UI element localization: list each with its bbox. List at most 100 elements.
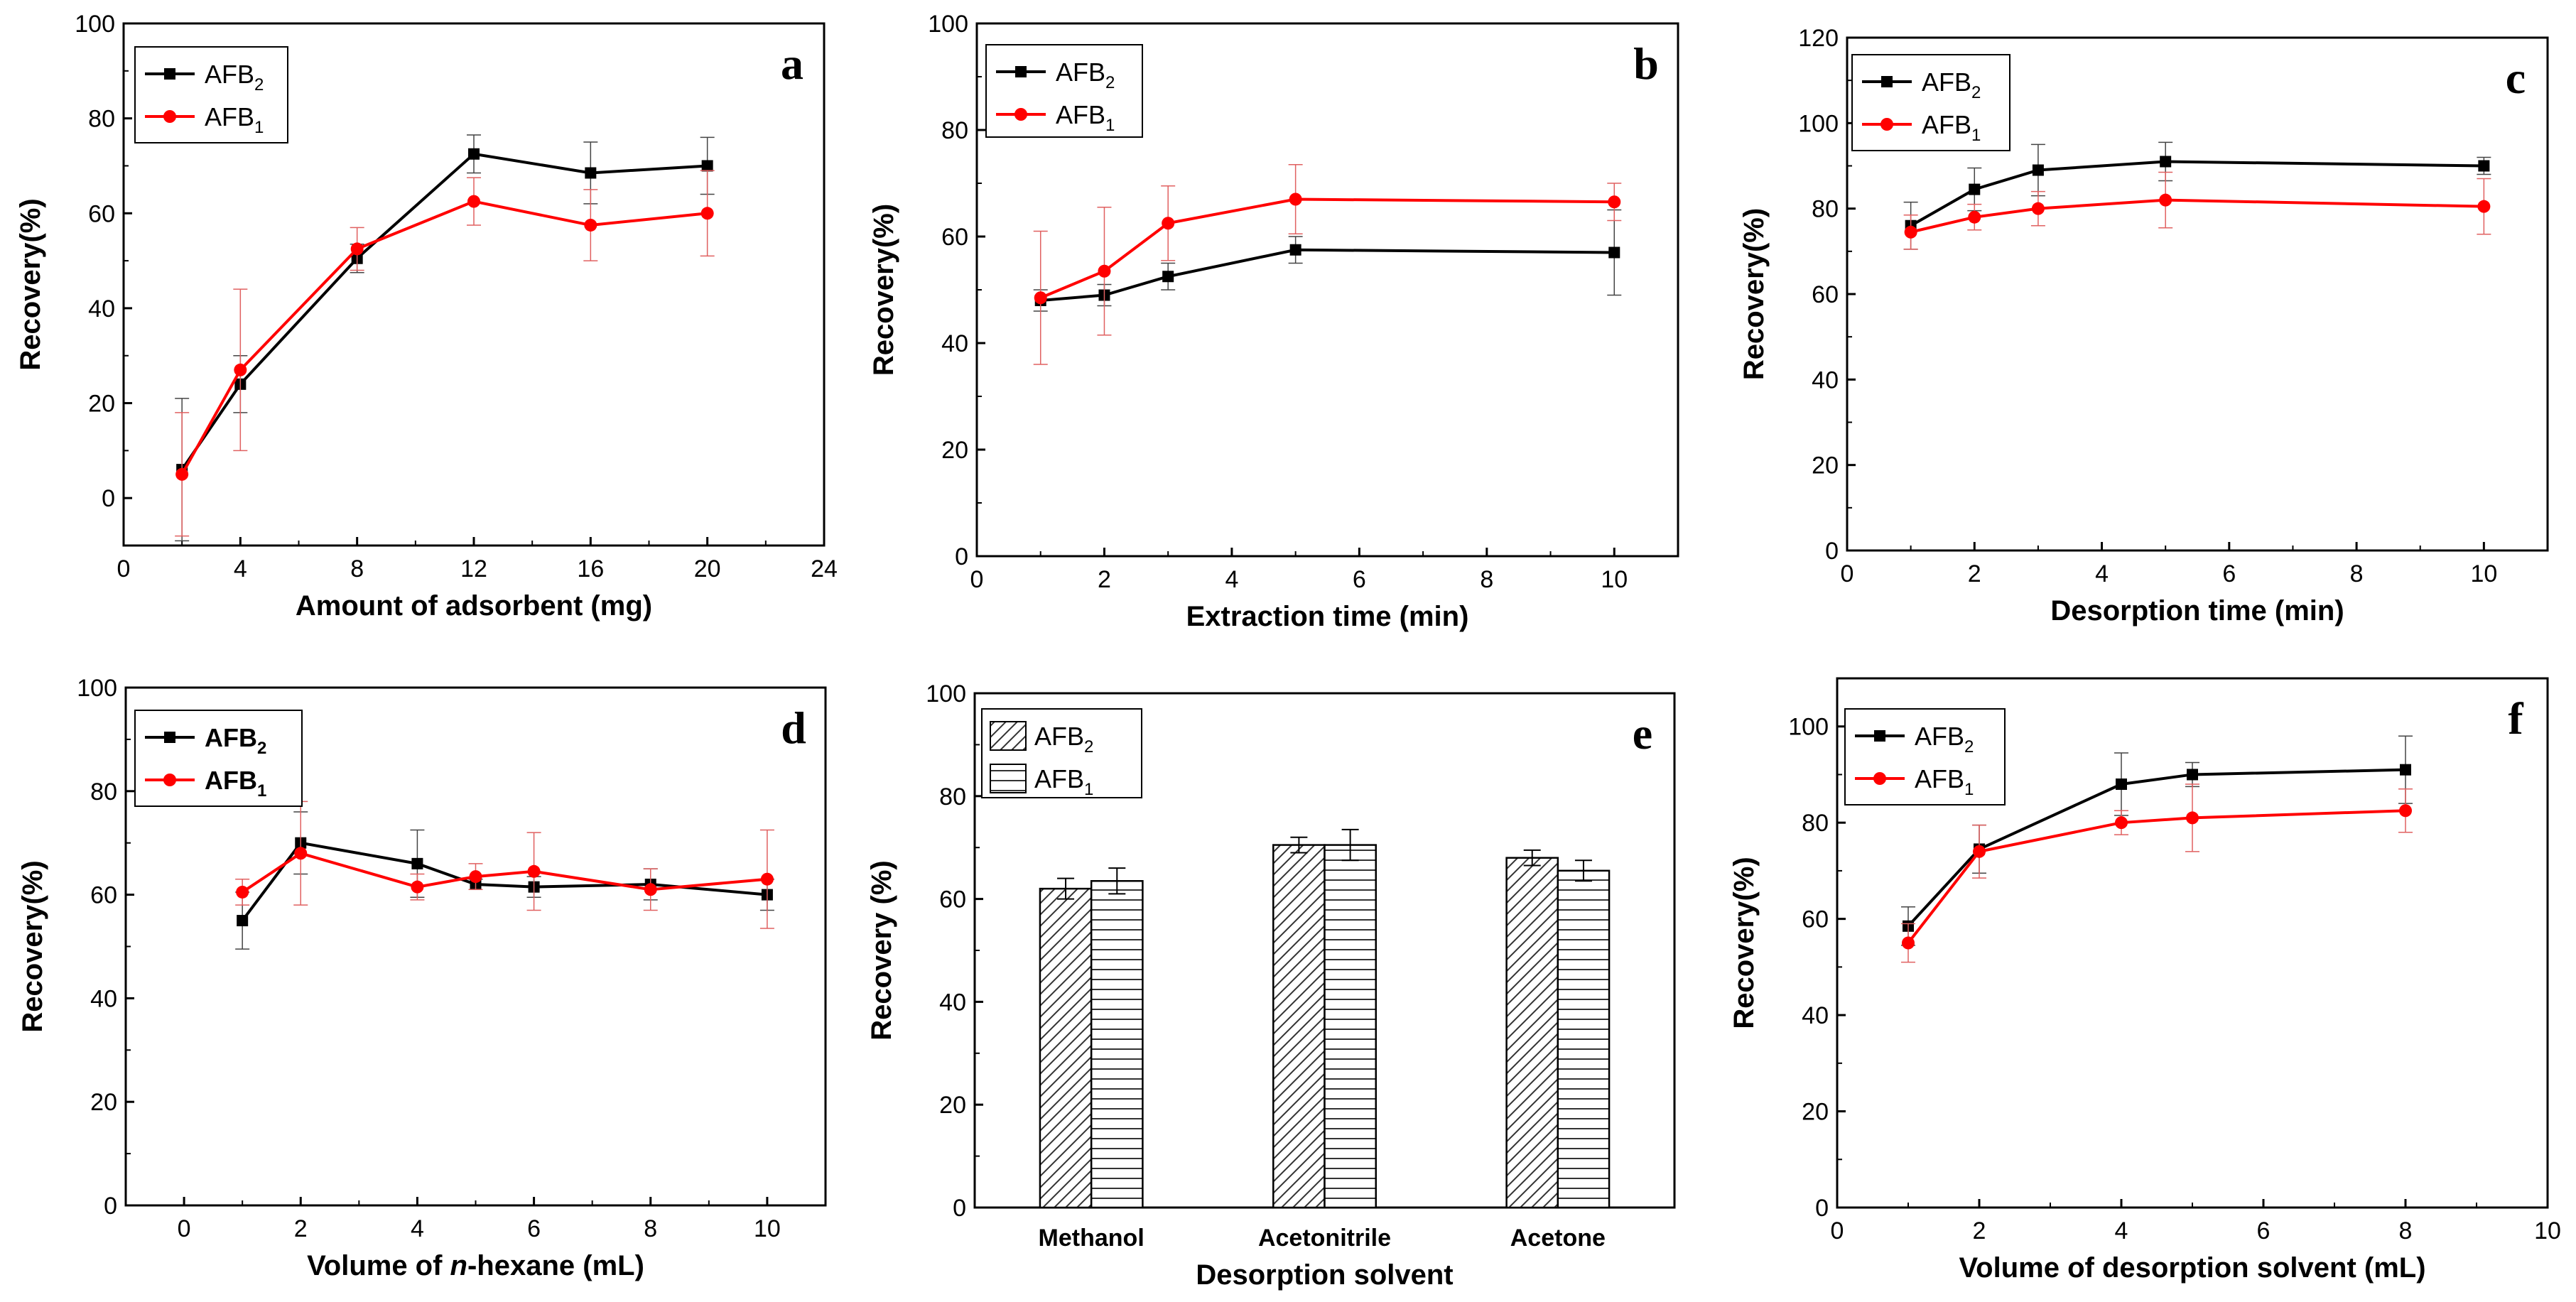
y-tick-label: 60	[88, 200, 115, 227]
data-point-afb1	[1904, 225, 1917, 239]
legend-marker	[1874, 730, 1885, 742]
x-tick-label: 6	[2222, 560, 2236, 587]
series-line-afb1	[180, 200, 708, 475]
legend-label-base: AFB	[1922, 110, 1971, 139]
y-axis-title: Recovery(%)	[1728, 857, 1760, 1029]
data-point-afb2	[411, 857, 423, 869]
legend-label: AFB2	[1922, 67, 1981, 102]
y-tick-label: 20	[1812, 452, 1839, 479]
legend-label: AFB1	[205, 102, 264, 137]
x-tick-label: 2	[1973, 1217, 1986, 1244]
x-tick-label: 4	[234, 555, 247, 582]
x-tick-label: 8	[644, 1215, 657, 1242]
data-point-afb1	[294, 847, 308, 860]
data-point-afb1	[467, 195, 480, 208]
legend-label-sub: 1	[1964, 780, 1974, 799]
data-point-afb1	[234, 363, 247, 376]
x-tick-label: 4	[1225, 566, 1238, 593]
y-tick-label: 60	[90, 882, 117, 909]
y-tick-label: 60	[1812, 281, 1839, 308]
legend-label-base: AFB	[1034, 722, 1084, 751]
x-tick-label: 8	[2350, 560, 2364, 587]
y-tick-label: 40	[88, 295, 115, 322]
legend-label: AFB2	[1056, 58, 1115, 92]
data-point-afb1	[2159, 193, 2172, 207]
x-tick-label: 16	[577, 555, 604, 582]
data-point-afb1	[760, 872, 774, 886]
panel-c: 0 20 40 60 80 100 120 0 2 4 6 8 10 Desorption time (m…	[1738, 25, 2549, 626]
data-point-afb1	[700, 207, 714, 220]
data-point-afb1	[350, 242, 364, 256]
legend-label-base: AFB	[1056, 58, 1105, 87]
data-point-afb1	[1973, 845, 1986, 858]
legend-label-sub: 1	[1105, 116, 1115, 135]
legend-label-base: AFB	[1922, 67, 1971, 97]
y-tick-label: 100	[1788, 714, 1829, 741]
x-tick-label: 4	[2115, 1217, 2128, 1244]
x-axis-title: Extraction time (min)	[1186, 601, 1469, 632]
x-tick-label: 8	[1480, 566, 1493, 593]
data-point-afb1	[2186, 811, 2199, 825]
panel-letter: a	[781, 38, 803, 89]
x-tick-label: 6	[527, 1215, 541, 1242]
y-tick-label: 20	[939, 1092, 966, 1119]
data-point-afb2	[237, 915, 249, 927]
data-point-afb1	[1034, 291, 1047, 305]
y-tick-label: 0	[104, 1193, 117, 1220]
data-point-afb2	[2478, 160, 2490, 172]
y-tick-label: 40	[941, 330, 968, 357]
data-point-afb1	[2031, 202, 2045, 215]
legend-box	[985, 44, 1143, 138]
panel-letter: d	[781, 702, 806, 753]
y-tick-label: 0	[953, 1195, 966, 1222]
legend-label: AFB2	[1034, 722, 1093, 756]
legend-label-base: AFB	[1915, 764, 1964, 793]
category-label: Acetone	[1510, 1225, 1606, 1252]
x-tick-label: 0	[1841, 560, 1854, 587]
panel-letter: e	[1633, 708, 1652, 759]
series-line-afb2	[180, 152, 708, 471]
x-tick-label: 2	[1968, 560, 1981, 587]
bar-afb2	[1039, 887, 1093, 1209]
legend-marker	[1015, 66, 1027, 77]
legend-marker	[163, 774, 176, 786]
legend-label: AFB1	[1922, 110, 1981, 145]
legend-label: AFB1	[1056, 100, 1115, 135]
y-axis-title: Recovery(%)	[868, 204, 899, 376]
data-point-afb2	[1289, 244, 1301, 256]
x-axis-title: Desorption time (min)	[2050, 595, 2344, 626]
series-line-afb2	[1910, 160, 2484, 227]
x-tick-label: 20	[694, 555, 721, 582]
data-point-afb2	[701, 160, 713, 172]
legend-marker	[163, 110, 176, 123]
data-point-afb1	[1289, 192, 1302, 206]
data-point-afb1	[175, 467, 189, 481]
y-tick-label: 0	[1825, 538, 1839, 565]
y-axis-title: Recovery (%)	[866, 860, 897, 1040]
data-point-afb1	[236, 885, 249, 899]
legend-box	[134, 46, 288, 143]
x-tick-label: 2	[1098, 566, 1111, 593]
x-tick-label: 10	[2470, 560, 2497, 587]
x-axis-title-part: Volume of	[307, 1250, 450, 1281]
x-tick-label: 10	[754, 1215, 781, 1242]
x-tick-label: 0	[117, 555, 131, 582]
y-tick-label: 100	[75, 11, 115, 38]
series-line-afb2	[241, 841, 768, 922]
x-axis-title-italic: n	[450, 1250, 467, 1281]
x-tick-label: 8	[2399, 1217, 2413, 1244]
data-point-afb1	[1162, 217, 1175, 230]
legend-label-base: AFB	[205, 723, 257, 752]
y-tick-label: 40	[939, 989, 966, 1016]
data-point-afb1	[527, 864, 541, 878]
legend-label-base: AFB	[1915, 722, 1964, 751]
y-tick-label: 80	[90, 779, 117, 805]
y-tick-label: 80	[939, 783, 966, 810]
legend-label-sub: 2	[254, 75, 264, 94]
data-point-afb1	[1098, 264, 1111, 278]
legend-swatch	[990, 764, 1027, 793]
legend-label: AFB2	[205, 723, 266, 758]
data-point-afb1	[1608, 195, 1621, 209]
data-point-afb2	[2400, 764, 2411, 776]
